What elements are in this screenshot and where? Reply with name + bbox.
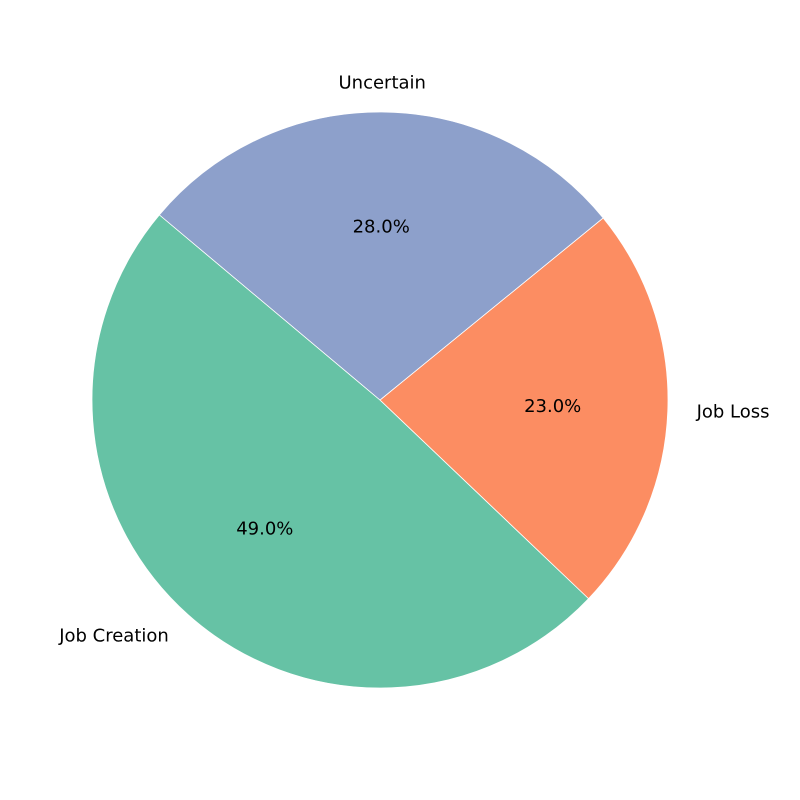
slice-label-job-loss: Job Loss — [696, 402, 770, 423]
slice-percent-job-creation: 49.0% — [236, 518, 293, 539]
slice-label-job-creation: Job Creation — [58, 626, 169, 647]
pie-slices — [91, 111, 669, 689]
slice-label-uncertain: Uncertain — [338, 73, 425, 94]
pie-slice-job-loss — [379, 217, 669, 600]
pie-labels: Job Creation 49.0% Job Loss 23.0% Uncertain 2… — [58, 73, 769, 647]
slice-percent-job-loss: 23.0% — [524, 396, 581, 417]
slice-percent-uncertain: 28.0% — [353, 217, 410, 238]
pie-slice-job-creation — [91, 214, 590, 689]
pie-slice-uncertain — [158, 111, 604, 401]
